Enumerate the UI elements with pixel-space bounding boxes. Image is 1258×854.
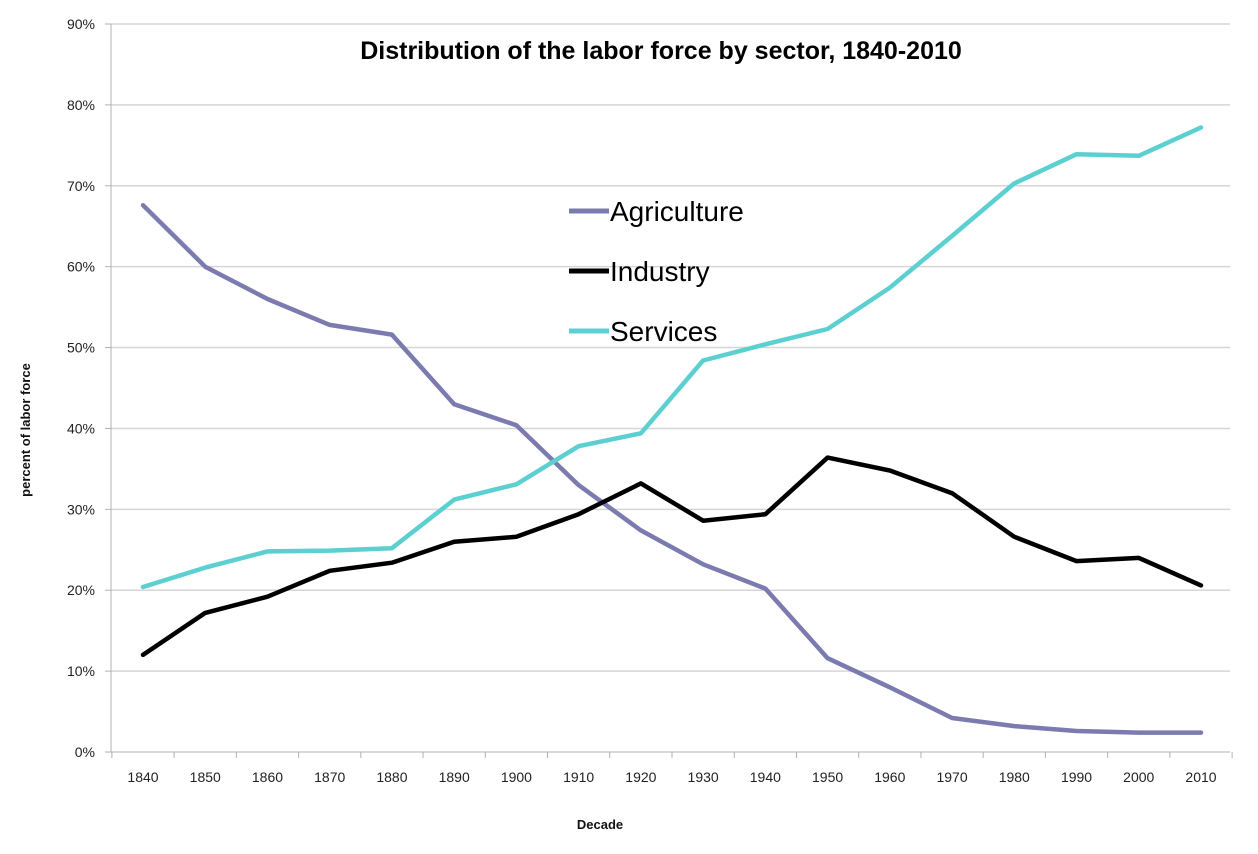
series-line-agriculture	[140, 202, 1204, 735]
y-tick-label: 30%	[67, 501, 95, 517]
series-line-industry	[140, 455, 1204, 658]
x-tick-labels: 1840 1850 1860 1870 1880 1890 1900 1910 1920 1930…	[111, 752, 1233, 785]
chart-title: Distribution of the labor force by secto…	[360, 37, 962, 65]
y-tick-label: 0%	[75, 744, 95, 760]
x-tick-label: 1900	[501, 769, 532, 785]
x-tick-label: 1840	[127, 769, 158, 785]
x-tick-label: 1950	[812, 769, 843, 785]
y-tick-label: 90%	[67, 16, 95, 32]
x-tick-label: 1910	[563, 769, 594, 785]
legend-label-agriculture: Agriculture	[610, 196, 744, 227]
y-tick-labels: 0% 10% 20% 30% 40% 50% 60% 70% 80% 90%	[67, 16, 95, 760]
x-tick-label: 1870	[314, 769, 345, 785]
x-axis-title: Decade	[577, 817, 623, 832]
x-tick-label: 1970	[936, 769, 967, 785]
legend-label-services: Services	[610, 316, 717, 347]
series-line-services	[140, 125, 1204, 590]
x-tick-label: 1850	[190, 769, 221, 785]
y-axis-title: percent of labor force	[18, 363, 33, 497]
y-tick-label: 70%	[67, 178, 95, 194]
x-tick-label: 2010	[1185, 769, 1216, 785]
x-tick-label: 1880	[376, 769, 407, 785]
x-tick-label: 1960	[874, 769, 905, 785]
x-tick-label: 1860	[252, 769, 283, 785]
axes	[110, 24, 1230, 753]
x-tick-label: 1920	[625, 769, 656, 785]
legend-label-industry: Industry	[610, 256, 710, 287]
gridlines	[105, 23, 1230, 753]
x-tick-label: 1990	[1061, 769, 1092, 785]
x-tick-label: 1940	[750, 769, 781, 785]
x-tick-label: 1930	[688, 769, 719, 785]
y-tick-label: 50%	[67, 340, 95, 356]
x-tick-label: 1980	[999, 769, 1030, 785]
x-tick-label: 1890	[439, 769, 470, 785]
y-tick-label: 80%	[67, 97, 95, 113]
y-tick-label: 10%	[67, 663, 95, 679]
x-tick-label: 2000	[1123, 769, 1154, 785]
y-tick-label: 60%	[67, 259, 95, 275]
y-tick-label: 20%	[67, 582, 95, 598]
legend: Agriculture Industry Services	[569, 196, 744, 347]
y-tick-label: 40%	[67, 420, 95, 436]
series-lines	[140, 125, 1204, 735]
